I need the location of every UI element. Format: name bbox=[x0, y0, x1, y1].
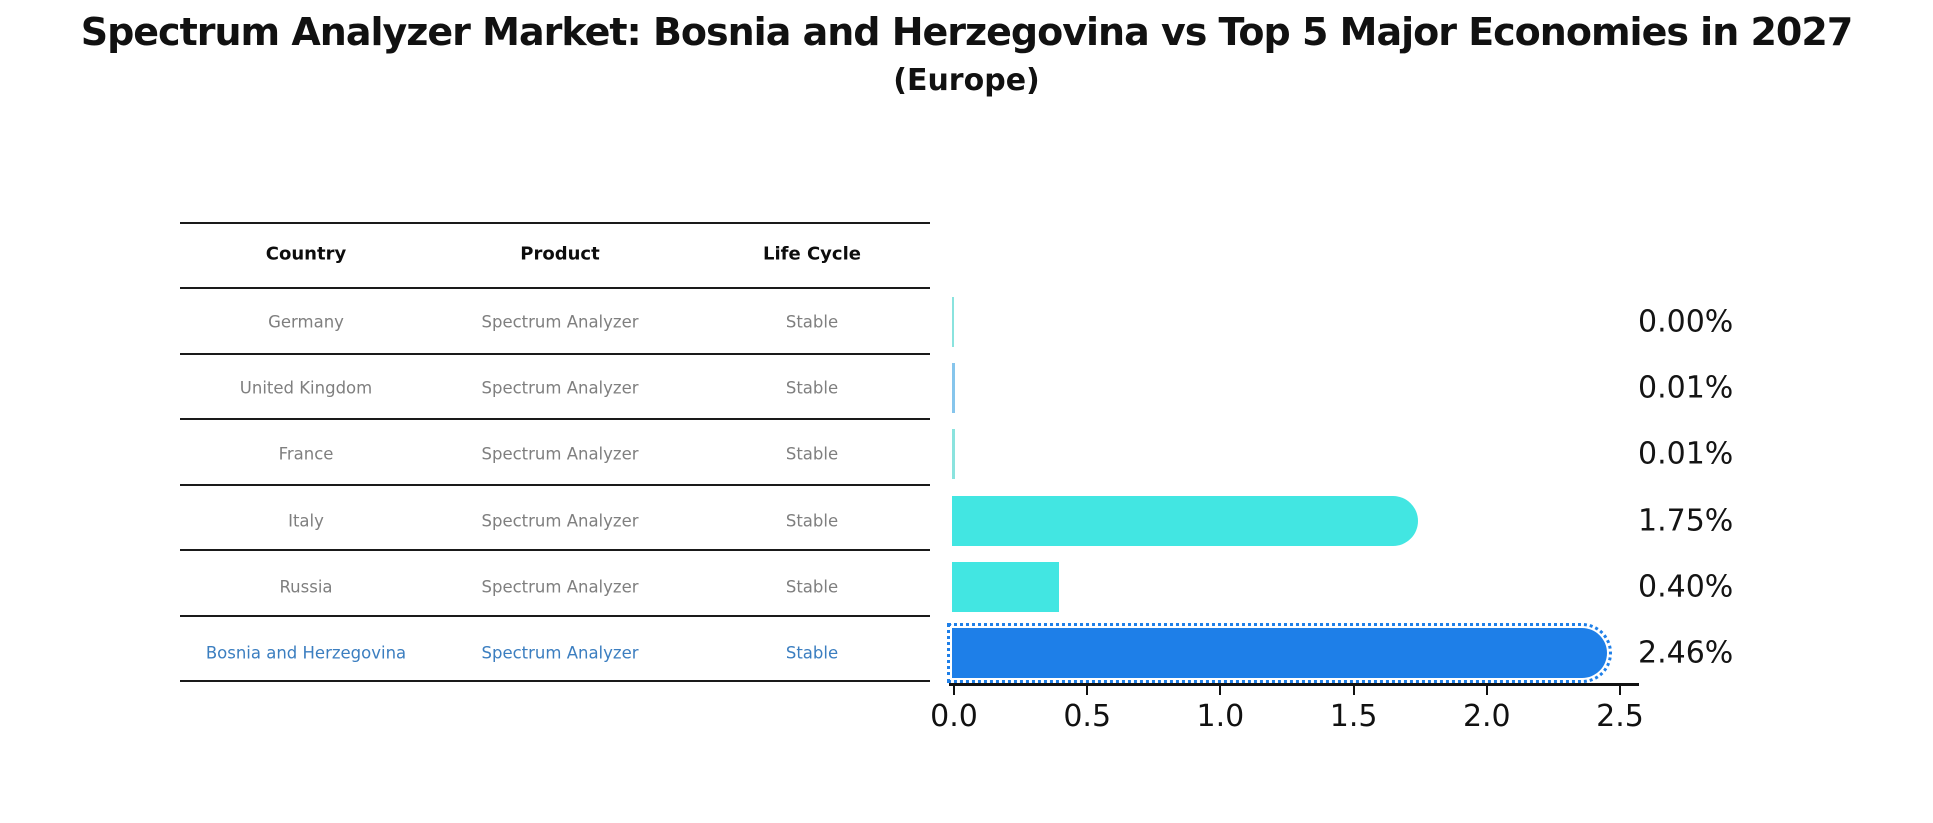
bar-france bbox=[952, 429, 955, 479]
column-header-lifecycle: Life Cycle bbox=[763, 243, 861, 265]
country-cell: Bosnia and Herzegovina bbox=[205, 643, 407, 663]
country-cell: Russia bbox=[279, 577, 333, 597]
row-divider bbox=[180, 353, 930, 355]
country-cell: Germany bbox=[268, 312, 344, 332]
x-axis-tick-label: 0.0 bbox=[930, 699, 978, 734]
row-divider bbox=[180, 222, 930, 224]
row-divider bbox=[180, 680, 930, 682]
bar-value-label: 1.75% bbox=[1638, 503, 1734, 539]
product-cell: Spectrum Analyzer bbox=[481, 643, 639, 663]
x-axis bbox=[949, 683, 1639, 686]
country-cell: France bbox=[278, 444, 334, 464]
x-axis-tick-label: 2.5 bbox=[1596, 699, 1644, 734]
row-divider bbox=[180, 287, 930, 289]
x-axis-tick bbox=[1352, 686, 1355, 695]
product-cell: Spectrum Analyzer bbox=[481, 312, 639, 332]
x-axis-tick bbox=[1485, 686, 1488, 695]
lifecycle-cell: Stable bbox=[785, 444, 839, 464]
product-cell: Spectrum Analyzer bbox=[481, 378, 639, 398]
chart-subtitle: (Europe) bbox=[893, 63, 1040, 98]
product-cell: Spectrum Analyzer bbox=[481, 444, 639, 464]
bar-value-label: 0.40% bbox=[1638, 569, 1734, 605]
bar-united-kingdom bbox=[952, 363, 955, 413]
lifecycle-cell: Stable bbox=[785, 643, 839, 663]
x-axis-tick-label: 1.0 bbox=[1196, 699, 1245, 734]
x-axis-tick bbox=[1219, 686, 1222, 695]
bar-russia bbox=[952, 562, 1059, 612]
lifecycle-cell: Stable bbox=[785, 577, 839, 597]
x-axis-tick bbox=[1619, 686, 1621, 695]
bar-value-label: 0.01% bbox=[1638, 436, 1734, 472]
bar-value-label: 0.01% bbox=[1638, 370, 1734, 406]
x-axis-tick bbox=[953, 686, 955, 695]
lifecycle-cell: Stable bbox=[785, 312, 839, 332]
chart-title: Spectrum Analyzer Market: Bosnia and Her… bbox=[80, 10, 1854, 54]
row-divider bbox=[180, 549, 930, 551]
country-cell: Italy bbox=[288, 511, 324, 531]
bar-italy bbox=[952, 496, 1419, 546]
bar-germany bbox=[952, 297, 954, 347]
country-cell: United Kingdom bbox=[239, 378, 373, 398]
bar-bosnia-and-herzegovina bbox=[946, 623, 1613, 683]
bar-value-label: 0.00% bbox=[1638, 304, 1734, 340]
lifecycle-cell: Stable bbox=[785, 378, 839, 398]
column-header-product: Product bbox=[520, 243, 600, 265]
x-axis-tick bbox=[1086, 686, 1089, 695]
lifecycle-cell: Stable bbox=[785, 511, 839, 531]
row-divider bbox=[180, 418, 930, 420]
bar-value-label: 2.46% bbox=[1638, 635, 1734, 671]
product-cell: Spectrum Analyzer bbox=[481, 511, 639, 531]
row-divider bbox=[180, 484, 930, 486]
row-divider bbox=[180, 615, 930, 617]
x-axis-tick-label: 2.0 bbox=[1462, 699, 1511, 734]
x-axis-tick-label: 0.5 bbox=[1063, 699, 1112, 734]
product-cell: Spectrum Analyzer bbox=[481, 577, 639, 597]
column-header-country: Country bbox=[265, 243, 347, 265]
x-axis-tick-label: 1.5 bbox=[1329, 699, 1378, 734]
